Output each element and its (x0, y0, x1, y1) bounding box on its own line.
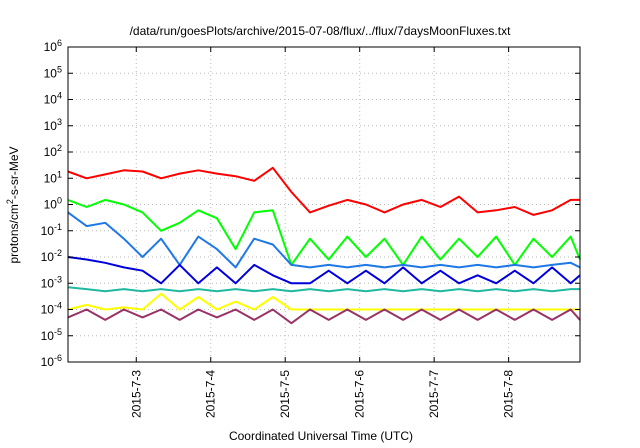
y-axis-label: protons/cm2-s-sr-MeV (5, 146, 21, 263)
y-tick-base: 10 (41, 276, 55, 290)
y-tick-label: 10-6 (41, 353, 62, 369)
series-line-5 (67, 286, 580, 293)
y-tick-exp: -1 (54, 222, 62, 232)
series-line-2 (67, 198, 581, 266)
y-tick-label: 10-2 (41, 248, 62, 264)
y-tick-exp: 5 (57, 64, 62, 74)
x-tick-label: 2015-7-8 (502, 370, 516, 418)
y-tick-label: 10-3 (41, 274, 62, 290)
y-tick-label: 100 (44, 196, 62, 212)
y-tick-label: 104 (44, 91, 62, 107)
y-tick-exp: 6 (57, 38, 62, 48)
y-tick-exp: -6 (54, 353, 62, 363)
y-tick-base: 10 (41, 303, 55, 317)
y-axis-label-rest: -s-sr-MeV (7, 146, 21, 199)
series-line-1 (67, 166, 580, 216)
series-line-3 (67, 211, 581, 269)
series-line-7 (67, 308, 581, 325)
y-tick-base: 10 (44, 171, 58, 185)
grid (68, 47, 580, 362)
x-tick-label: 2015-7-6 (353, 370, 367, 418)
y-axis: 10-610-510-410-310-210-11001011021031041… (41, 38, 580, 369)
y-tick-base: 10 (41, 224, 55, 238)
y-tick-exp: 0 (57, 196, 62, 206)
y-tick-base: 10 (44, 145, 58, 159)
y-tick-base: 10 (41, 329, 55, 343)
y-tick-label: 10-5 (41, 327, 62, 343)
x-tick-label: 2015-7-4 (204, 370, 218, 418)
chart-title: /data/run/goesPlots/archive/2015-07-08/f… (130, 24, 512, 38)
x-axis-label: Coordinated Universal Time (UTC) (229, 429, 413, 443)
x-axis: 2015-7-3 2015-7-4 2015-7-5 2015-7-6 2015-7-7… (129, 47, 516, 418)
y-tick-exp: -2 (54, 248, 62, 258)
y-tick-exp: -4 (54, 301, 62, 311)
x-tick-label: 2015-7-7 (427, 370, 441, 418)
y-axis-label-sup: 2 (5, 199, 15, 204)
series-line-6 (67, 292, 580, 311)
y-tick-label: 105 (44, 64, 62, 80)
y-tick-label: 102 (44, 143, 62, 159)
y-axis-label-base: protons/cm (7, 204, 21, 263)
y-tick-base: 10 (44, 66, 58, 80)
x-tick-label: 2015-7-3 (129, 370, 143, 418)
x-tick-label: 2015-7-5 (278, 370, 292, 418)
y-tick-label: 101 (44, 169, 62, 185)
y-tick-base: 10 (44, 119, 58, 133)
series-line-4 (67, 256, 581, 285)
y-tick-label: 103 (44, 117, 62, 133)
y-tick-exp: 4 (57, 91, 62, 101)
series-layer (67, 166, 581, 325)
y-tick-exp: 3 (57, 117, 62, 127)
y-tick-base: 10 (41, 355, 55, 369)
y-tick-label: 10-1 (41, 222, 62, 238)
y-tick-base: 10 (41, 250, 55, 264)
y-tick-base: 10 (44, 93, 58, 107)
y-tick-exp: 1 (57, 169, 62, 179)
y-tick-exp: -3 (54, 274, 62, 284)
y-tick-label: 106 (44, 38, 62, 54)
y-tick-label: 10-4 (41, 301, 62, 317)
y-tick-base: 10 (44, 40, 58, 54)
y-tick-exp: -5 (54, 327, 62, 337)
y-tick-base: 10 (44, 198, 58, 212)
y-tick-exp: 2 (57, 143, 62, 153)
